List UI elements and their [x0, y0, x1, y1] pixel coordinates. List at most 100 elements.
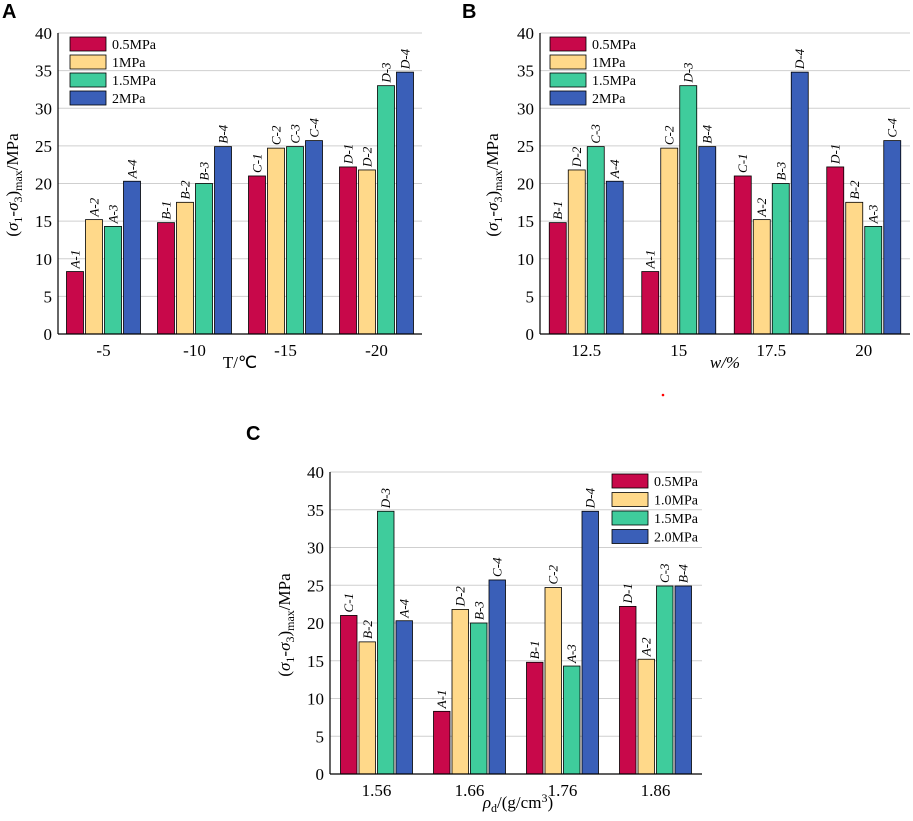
bar-b-a-1 — [641, 271, 660, 335]
bar-a-a-4 — [123, 180, 141, 335]
bar-a-a-3 — [104, 225, 122, 335]
panel-b-x-axis-label: w/% — [710, 353, 740, 372]
y-axis-label-text: (σ1-σ3)max/MPa — [483, 133, 505, 237]
bar-label: B-4 — [676, 564, 691, 583]
legend-swatch — [611, 492, 649, 507]
bar-b-c-3 — [586, 146, 605, 335]
legend-swatch — [611, 529, 649, 544]
y-tick-label: 25 — [307, 576, 324, 595]
bar-b-d-1 — [826, 166, 845, 335]
bar-b-c-1 — [733, 175, 752, 335]
x-tick-label: 15 — [670, 341, 687, 360]
y-tick-label: 5 — [316, 727, 325, 746]
legend-swatch — [611, 510, 649, 526]
bar-a-b-4 — [214, 146, 232, 335]
panel-c-bars — [340, 510, 692, 775]
legend-label: 1.5MPa — [592, 74, 637, 89]
bar-b-d-4 — [790, 71, 809, 335]
legend-swatch — [611, 473, 649, 489]
bar-c-c-2 — [544, 587, 562, 775]
y-tick-label: 40 — [307, 463, 324, 482]
legend-label: 0.5MPa — [112, 38, 157, 53]
stray-mark — [661, 393, 665, 397]
legend-label: 0.5MPa — [654, 475, 699, 490]
bar-label: B-1 — [550, 201, 565, 220]
panel-c-legend: 0.5MPa 1.0MPa 1.5MPa 2.0MPa — [611, 473, 699, 546]
bar-label: B-1 — [527, 640, 542, 659]
legend-label: 2.0MPa — [654, 531, 699, 546]
bar-label: C-2 — [662, 125, 677, 145]
bar-label: C-4 — [307, 118, 322, 138]
x-tick-label: 1.56 — [362, 781, 392, 800]
bar-label: A-3 — [866, 204, 881, 224]
bar-label: D-2 — [360, 146, 375, 168]
y-tick-label: 30 — [35, 99, 52, 118]
legend-label: 1MPa — [592, 56, 626, 71]
bar-label: B-2 — [178, 180, 193, 199]
y-axis-label-text: (σ1-σ3)max/MPa — [3, 133, 25, 237]
y-tick-label: 10 — [307, 690, 324, 709]
bar-label: D-3 — [379, 62, 394, 84]
legend-label: 1.5MPa — [654, 512, 699, 527]
bar-label: C-3 — [588, 124, 603, 144]
bar-label: A-1 — [68, 250, 83, 270]
bar-a-a-1 — [66, 271, 84, 335]
bar-b-b-2 — [845, 201, 864, 335]
y-tick-label: 5 — [526, 287, 535, 306]
panel-a-bar-labels: A-1 A-2 A-3 A-4 B-1 B-2 B-3 B-4 C-1 C-2 C-3 C-4 D-1 D… — [68, 48, 413, 269]
x-tick-label: -10 — [183, 341, 206, 360]
bar-b-a-2 — [752, 219, 771, 335]
bar-label: A-1 — [434, 690, 449, 710]
bar-label: D-3 — [378, 488, 393, 510]
bar-c-b-3 — [470, 622, 488, 775]
bar-label: C-1 — [735, 153, 750, 173]
panel-a: A A-1 A-2 A-3 A-4 B-1 B-2 B-3 B-4 C-1 C-2 C-3 C-4 D-… — [2, 1, 422, 372]
bar-c-b-4 — [674, 585, 692, 775]
legend-swatch — [69, 90, 107, 106]
bar-a-d-3 — [377, 85, 395, 335]
panel-c-y-axis-label: (σ1-σ3)max/MPa — [275, 573, 297, 677]
panel-a-legend: 0.5MPa 1MPa 1.5MPa 2MPa — [69, 36, 157, 107]
bar-label: B-4 — [700, 124, 715, 143]
y-tick-label: 15 — [517, 212, 534, 231]
bar-b-d-2 — [567, 169, 586, 335]
bar-c-b-2 — [358, 641, 376, 775]
bar-label: A-2 — [754, 197, 769, 217]
y-tick-label: 15 — [307, 652, 324, 671]
bar-c-d-3 — [377, 510, 395, 775]
bar-label: A-3 — [564, 644, 579, 664]
y-tick-label: 30 — [307, 539, 324, 558]
panel-b-bars — [548, 71, 902, 335]
bar-a-c-2 — [267, 147, 285, 335]
y-tick-label: 5 — [44, 287, 53, 306]
bar-a-d-2 — [358, 169, 376, 335]
legend-swatch — [549, 54, 587, 70]
bar-c-d-2 — [451, 609, 469, 775]
bar-c-c-1 — [340, 615, 358, 775]
panel-b: B B-1 D-2 C-3 A-4 A-1 C-2 D-3 B-4 C-1 A-2 B-3 D-4 D-… — [462, 1, 910, 372]
panel-c-x-axis-label: ρd/(g/cm3) — [482, 791, 553, 815]
x-tick-label: 20 — [855, 341, 872, 360]
panel-c-axes: 0 5 10 15 20 25 30 35 40 1.56 1.66 1.76 1.86 — [307, 463, 702, 800]
y-tick-label: 10 — [517, 250, 534, 269]
bar-label: C-1 — [341, 593, 356, 613]
y-tick-label: 40 — [35, 24, 52, 43]
x-tick-label: 1.66 — [455, 781, 485, 800]
y-tick-label: 25 — [35, 137, 52, 156]
x-tick-label: -5 — [96, 341, 110, 360]
bar-a-a-2 — [85, 219, 103, 335]
panel-b-legend: 0.5MPa 1MPa 1.5MPa 2MPa — [549, 36, 637, 107]
bar-label: D-1 — [828, 144, 843, 165]
bar-label: D-3 — [681, 62, 696, 84]
y-tick-label: 35 — [517, 62, 534, 81]
bar-b-a-3 — [864, 225, 883, 335]
x-tick-label: 12.5 — [571, 341, 601, 360]
bar-a-c-3 — [286, 146, 304, 335]
y-tick-label: 20 — [307, 614, 324, 633]
bar-label: C-3 — [288, 124, 303, 144]
legend-swatch — [549, 90, 587, 106]
panel-b-axes: 0 5 10 15 20 25 30 35 40 12.5 15 17.5 20 — [517, 24, 910, 360]
bar-a-b-2 — [176, 201, 194, 335]
legend-swatch — [549, 36, 587, 52]
